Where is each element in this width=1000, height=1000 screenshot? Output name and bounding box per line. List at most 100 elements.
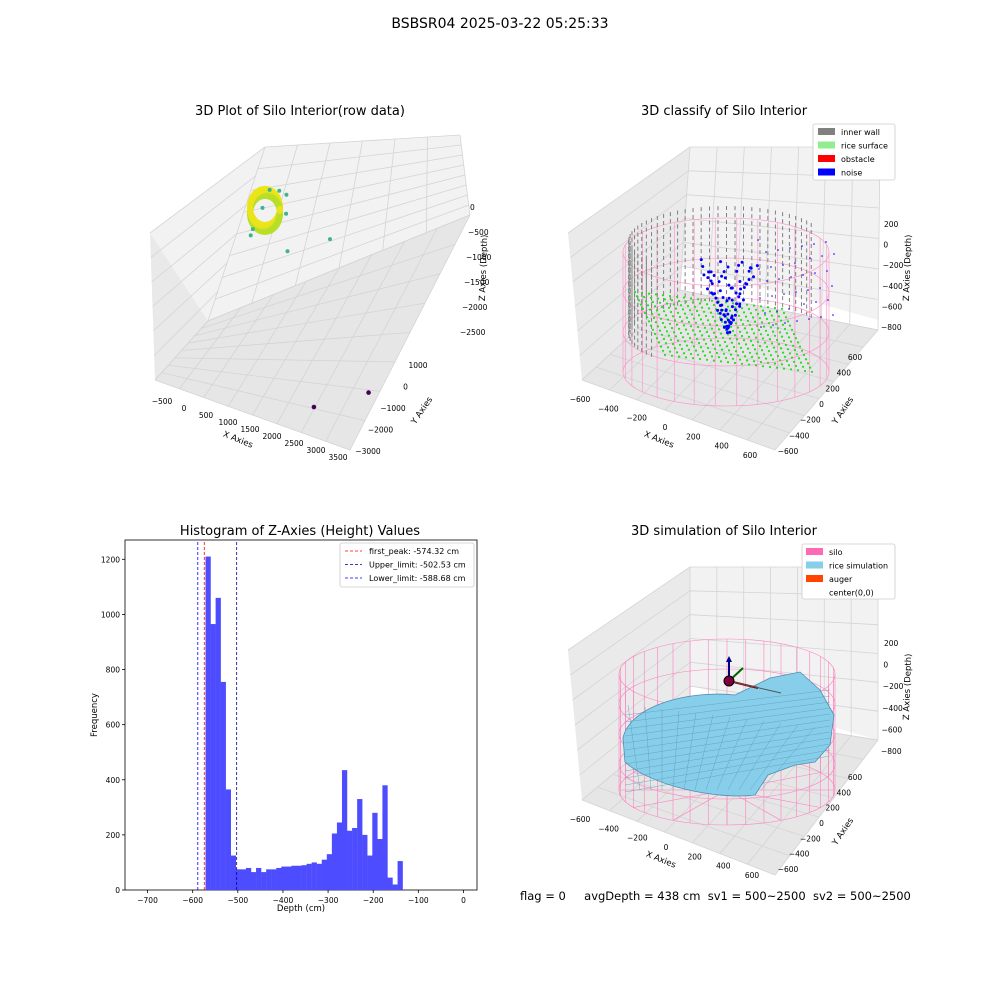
plot2-point	[689, 297, 693, 300]
plot1-z-tick: −1500	[464, 278, 490, 287]
plot2-point	[677, 210, 679, 215]
plot4-z-tick: −200	[883, 682, 904, 691]
plot3-axes-frame	[124, 539, 478, 891]
plot2-point	[803, 369, 807, 373]
plot2-point	[735, 310, 739, 313]
plot2-point	[719, 260, 723, 264]
plot2-point	[634, 256, 636, 261]
plot2-point	[709, 234, 711, 239]
plot2-point	[718, 344, 722, 347]
plot2-point	[734, 283, 736, 288]
plot2-point	[692, 215, 694, 220]
plot2-point	[716, 300, 720, 304]
plot2-point	[669, 303, 671, 308]
plot2-point	[698, 330, 702, 333]
plot2-point	[692, 243, 694, 248]
plot3-legend-label: Lower_limit: -588.68 cm	[369, 574, 466, 583]
plot4-legend-swatch	[806, 588, 823, 596]
plot2-point	[631, 297, 633, 302]
plot2-point	[629, 248, 631, 253]
plot2-point	[694, 349, 698, 352]
plot2-point	[813, 243, 815, 245]
plot2-x-tick: 400	[715, 442, 730, 451]
plot2-point	[656, 215, 658, 220]
plot2-point	[659, 317, 663, 320]
plot4-surface-mesh	[624, 749, 831, 786]
plot2-point	[651, 246, 653, 251]
plot2-point	[796, 341, 800, 344]
plot2-point	[759, 278, 761, 283]
plot2-x-tick: 600	[743, 451, 758, 460]
plot2-point	[631, 315, 633, 320]
plot2-point	[729, 321, 733, 325]
plot2-y-tick: 600	[848, 353, 863, 362]
plot4-surface-mesh	[624, 755, 831, 793]
plot2-point	[767, 272, 769, 277]
plot4-y-tick: 0	[819, 819, 824, 828]
plot2-point	[663, 298, 667, 301]
plot3-bar	[271, 869, 277, 890]
plot2-point	[800, 281, 802, 286]
plot2-point	[663, 213, 665, 218]
plot2-point	[797, 357, 801, 360]
plot2-z-tick: −600	[882, 302, 903, 311]
plot2-point	[637, 267, 639, 272]
plot2-point	[651, 239, 653, 244]
plot4-surface-mesh	[624, 707, 831, 737]
plot2-point	[774, 210, 776, 215]
plot2-point	[631, 332, 633, 337]
plot2-point	[634, 319, 636, 324]
plot2-point	[774, 294, 776, 299]
plot2-point	[701, 350, 705, 353]
plot2-point	[776, 327, 780, 330]
plot2-point	[795, 243, 797, 248]
plot4-ylabel: Y Axies	[830, 816, 856, 848]
plot2-point	[770, 266, 772, 268]
plot2-point	[656, 257, 658, 262]
plot2-point	[795, 264, 797, 269]
plot2-point	[800, 302, 802, 307]
plot2-point	[777, 315, 781, 318]
plot2-point	[637, 316, 639, 321]
plot3-y-tick: 200	[106, 831, 121, 840]
plot2-point	[810, 251, 812, 255]
plot2-point	[692, 285, 694, 290]
plot2-point	[738, 304, 742, 308]
plot2-point	[641, 314, 643, 318]
plot2-point	[767, 237, 769, 242]
plot2-point	[730, 316, 734, 320]
plot2-point	[656, 306, 658, 311]
plot2-point	[808, 318, 810, 320]
plot2-point	[702, 273, 706, 277]
plot2-point	[751, 291, 753, 296]
plot2-point	[684, 300, 688, 303]
plot2-point	[754, 364, 758, 367]
plot2-point	[782, 247, 784, 252]
plot3-bar	[240, 869, 247, 890]
plot2-point	[637, 274, 639, 279]
plot2-point	[695, 309, 699, 313]
plot2-point	[670, 326, 674, 330]
plot2-point	[782, 219, 784, 224]
plot2-point	[770, 342, 774, 345]
plot3-bar	[336, 822, 343, 890]
plot2-point	[645, 266, 647, 271]
plot2-x-tick: 200	[686, 432, 701, 441]
plot2-point	[780, 363, 784, 366]
plot2-point	[629, 304, 631, 309]
plot2-point	[677, 252, 679, 257]
plot2-point	[660, 333, 664, 336]
plot2-point	[677, 217, 679, 222]
plot2-point	[727, 283, 731, 287]
plot2-point	[651, 253, 653, 258]
plot2-point	[751, 277, 753, 282]
plot2-point	[767, 300, 769, 305]
plot2-point	[772, 318, 776, 321]
plot2-point	[721, 336, 725, 339]
plot2-point	[688, 336, 692, 340]
plot2-point	[771, 330, 775, 333]
plot2-point	[628, 279, 630, 284]
plot2-point	[651, 260, 653, 265]
plot2-point	[651, 232, 653, 237]
